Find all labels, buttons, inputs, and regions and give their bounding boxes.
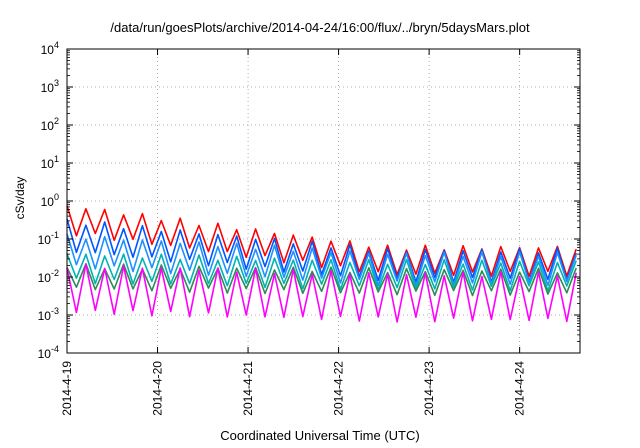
series-group xyxy=(66,205,577,323)
y-tick-label: 104 xyxy=(41,40,59,57)
grid xyxy=(67,49,580,353)
x-axis-label: Coordinated Universal Time (UTC) xyxy=(220,428,420,443)
x-tick-label: 2014-4-21 xyxy=(241,361,255,416)
y-tick-label: 103 xyxy=(41,78,59,95)
x-tick-label: 2014-4-24 xyxy=(513,361,527,416)
x-tick-label: 2014-4-19 xyxy=(60,361,74,416)
y-axis-label: cSv/day xyxy=(13,176,27,220)
chart-title: /data/run/goesPlots/archive/2014-04-24/1… xyxy=(110,20,530,35)
x-tick-label: 2014-4-23 xyxy=(422,361,436,416)
series-line xyxy=(66,262,577,297)
y-tick-label: 101 xyxy=(41,154,59,171)
series-line xyxy=(66,253,577,292)
y-tick-label: 10-2 xyxy=(38,268,59,285)
y-tick-label: 10-4 xyxy=(38,344,59,361)
series-line xyxy=(66,233,577,287)
y-tick-label: 100 xyxy=(41,192,59,209)
series-line xyxy=(66,205,577,278)
series-line xyxy=(66,263,577,323)
x-tick-label: 2014-4-20 xyxy=(151,361,165,416)
x-tick-label: 2014-4-22 xyxy=(332,361,346,416)
y-tick-label: 10-1 xyxy=(38,230,59,247)
y-tick-label: 102 xyxy=(41,116,59,133)
y-tick-label: 10-3 xyxy=(38,306,59,323)
